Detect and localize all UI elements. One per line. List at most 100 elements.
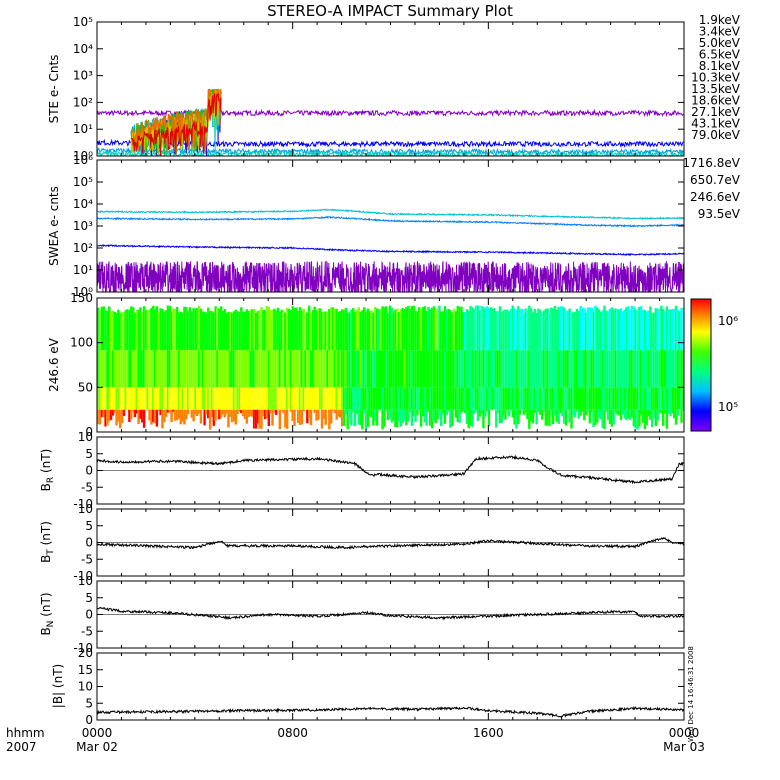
pad-cell xyxy=(240,409,243,414)
pad-cell xyxy=(520,308,524,351)
pad-cell xyxy=(645,311,648,351)
pad-cell xyxy=(280,350,283,388)
pad-cell xyxy=(152,387,155,410)
ste-data xyxy=(97,88,684,156)
pad-cell xyxy=(295,387,298,410)
pad-cell xyxy=(443,350,447,388)
pad-cell xyxy=(460,409,463,413)
pad-cell xyxy=(318,387,322,410)
pad-cell xyxy=(210,350,214,388)
bt-ylabel: BT (nT) xyxy=(39,521,56,563)
ste-ytick-label: 10¹ xyxy=(73,122,93,136)
pad-cell xyxy=(528,387,531,410)
pad-cell xyxy=(141,350,144,388)
pad-cell xyxy=(379,308,382,351)
pad-cell xyxy=(559,409,562,414)
pad-cell xyxy=(258,350,261,388)
pad-cell xyxy=(291,306,294,351)
pad-cell xyxy=(355,409,359,414)
pad-cell xyxy=(109,350,113,388)
pad-cell xyxy=(441,311,445,351)
pad-cell xyxy=(434,409,437,424)
pad-cell xyxy=(252,387,256,410)
pad-cell xyxy=(210,311,214,351)
pad-cell xyxy=(440,350,443,388)
pad-cell xyxy=(465,350,469,388)
pad-cell xyxy=(482,387,485,410)
pad-cell xyxy=(548,350,551,388)
pad-cell xyxy=(221,387,225,410)
pad-cell xyxy=(546,350,549,388)
pad-cell xyxy=(680,307,683,351)
pad-cell xyxy=(621,350,625,388)
pad-cell xyxy=(234,387,238,410)
pad-cell xyxy=(344,409,348,414)
pad-cell xyxy=(124,310,127,351)
pad-cell xyxy=(509,350,513,388)
pad-cell xyxy=(511,350,515,388)
pad-cell xyxy=(166,350,170,388)
pad-cell xyxy=(445,350,448,388)
pad-cell xyxy=(124,387,127,410)
ste-legend-item: 79.0keV xyxy=(691,128,741,142)
pad-cell xyxy=(227,387,230,410)
pad-cell xyxy=(680,387,683,410)
pad-cell xyxy=(487,307,491,351)
pad-cell xyxy=(634,309,637,351)
pad-cell xyxy=(467,409,470,429)
bn-ytick-label: 0 xyxy=(85,608,93,622)
pad-cell xyxy=(185,307,188,351)
pad-cell xyxy=(197,350,201,388)
pad-cell xyxy=(489,387,492,410)
pad-cell xyxy=(175,409,179,421)
pad-cell xyxy=(419,350,423,388)
pad-cell xyxy=(258,310,261,351)
pad-cell xyxy=(601,387,604,410)
pad-cell xyxy=(539,350,542,388)
pad-cell xyxy=(474,305,478,351)
pad-cell xyxy=(396,387,399,410)
pad-cell xyxy=(254,350,258,388)
pad-cell xyxy=(144,350,148,388)
pad-cell xyxy=(579,387,582,410)
pad-cell xyxy=(682,387,684,410)
pad-cell xyxy=(287,350,291,388)
pad-cell xyxy=(676,310,680,351)
pad-cell xyxy=(289,387,293,410)
pad-cell xyxy=(568,308,571,351)
swea-panel: 10⁰ 10¹ 10² 10³ 10⁴ 10⁵ 10⁶ SWEA e- cnts 1716.… xyxy=(47,153,741,299)
pad-cell xyxy=(364,311,368,351)
pad-cell xyxy=(544,409,548,426)
pad-cell xyxy=(608,308,612,351)
pad-cell xyxy=(630,350,634,388)
pad-cell xyxy=(632,350,636,388)
swea-ytick-label: 10³ xyxy=(73,219,93,233)
pad-cell xyxy=(320,409,324,429)
pad-cell xyxy=(612,409,615,425)
pad-cell xyxy=(553,387,557,410)
pad-cell xyxy=(109,387,113,410)
pad-cell xyxy=(531,312,535,351)
pad-cell xyxy=(434,387,437,410)
pad-cell xyxy=(522,350,526,388)
pad-cell xyxy=(221,350,225,388)
pad-cell xyxy=(390,387,393,410)
pad-cell xyxy=(230,312,234,351)
pad-cell xyxy=(551,308,555,351)
bmag-ytick-label: 10 xyxy=(78,680,93,694)
pad-cell xyxy=(550,307,553,351)
pad-cell xyxy=(590,307,593,351)
br-yticks: -10 -5 0 5 10 xyxy=(73,430,684,511)
pad-cell xyxy=(276,387,280,410)
pad-cell xyxy=(641,409,645,423)
pad-cell xyxy=(175,306,179,351)
pad-cell xyxy=(106,409,109,426)
pad-cell xyxy=(649,387,652,410)
pad-cell xyxy=(416,409,419,416)
pad-cell xyxy=(500,350,503,388)
br-series-0 xyxy=(97,454,684,485)
bn-panel: -10 -5 0 5 10 BN (nT) xyxy=(39,574,685,655)
pad-cell xyxy=(612,310,615,351)
pad-cell xyxy=(236,311,239,351)
pad-cell xyxy=(293,409,296,426)
